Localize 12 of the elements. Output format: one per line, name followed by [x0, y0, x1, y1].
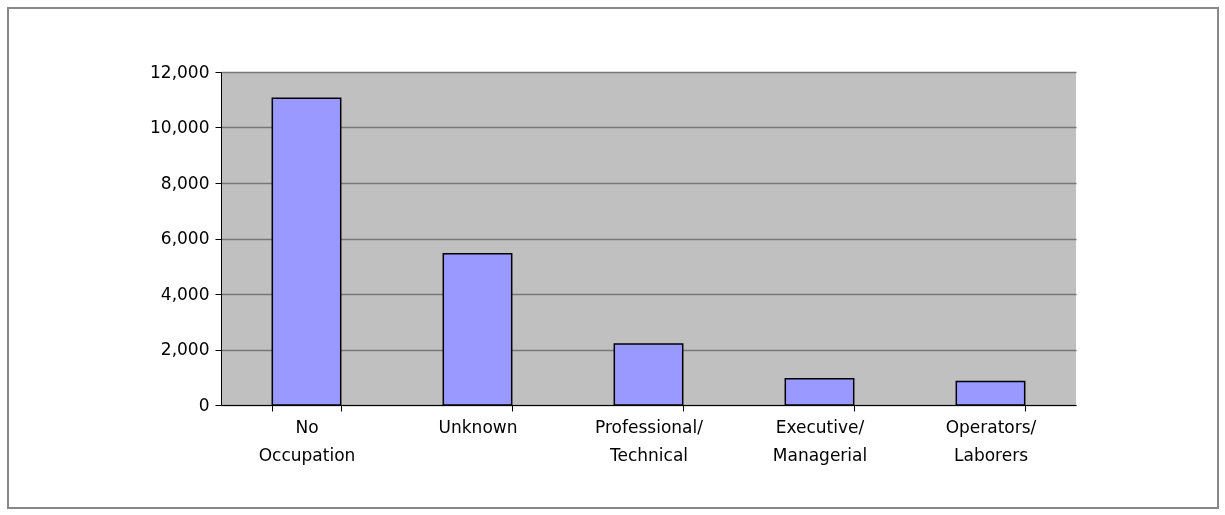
x-tick-label: Unknown — [438, 416, 518, 437]
y-tick-label: 10,000 — [150, 117, 210, 137]
y-tick-label: 2,000 — [160, 339, 210, 359]
y-tick-label: 0 — [198, 394, 210, 415]
y-tick-label: 4,000 — [160, 283, 210, 304]
x-tick-label: No Occupation — [258, 416, 356, 465]
x-tick-label: Operators/Laborers — [945, 416, 1037, 465]
x-tick-label: Professional/Technical — [595, 416, 704, 465]
x-tick-label: Executive/Managerial — [772, 416, 868, 465]
y-tick-label: 12,000 — [150, 61, 210, 82]
y-tick-label: 8,000 — [160, 172, 210, 193]
y-tick-label: 6,000 — [160, 228, 210, 248]
